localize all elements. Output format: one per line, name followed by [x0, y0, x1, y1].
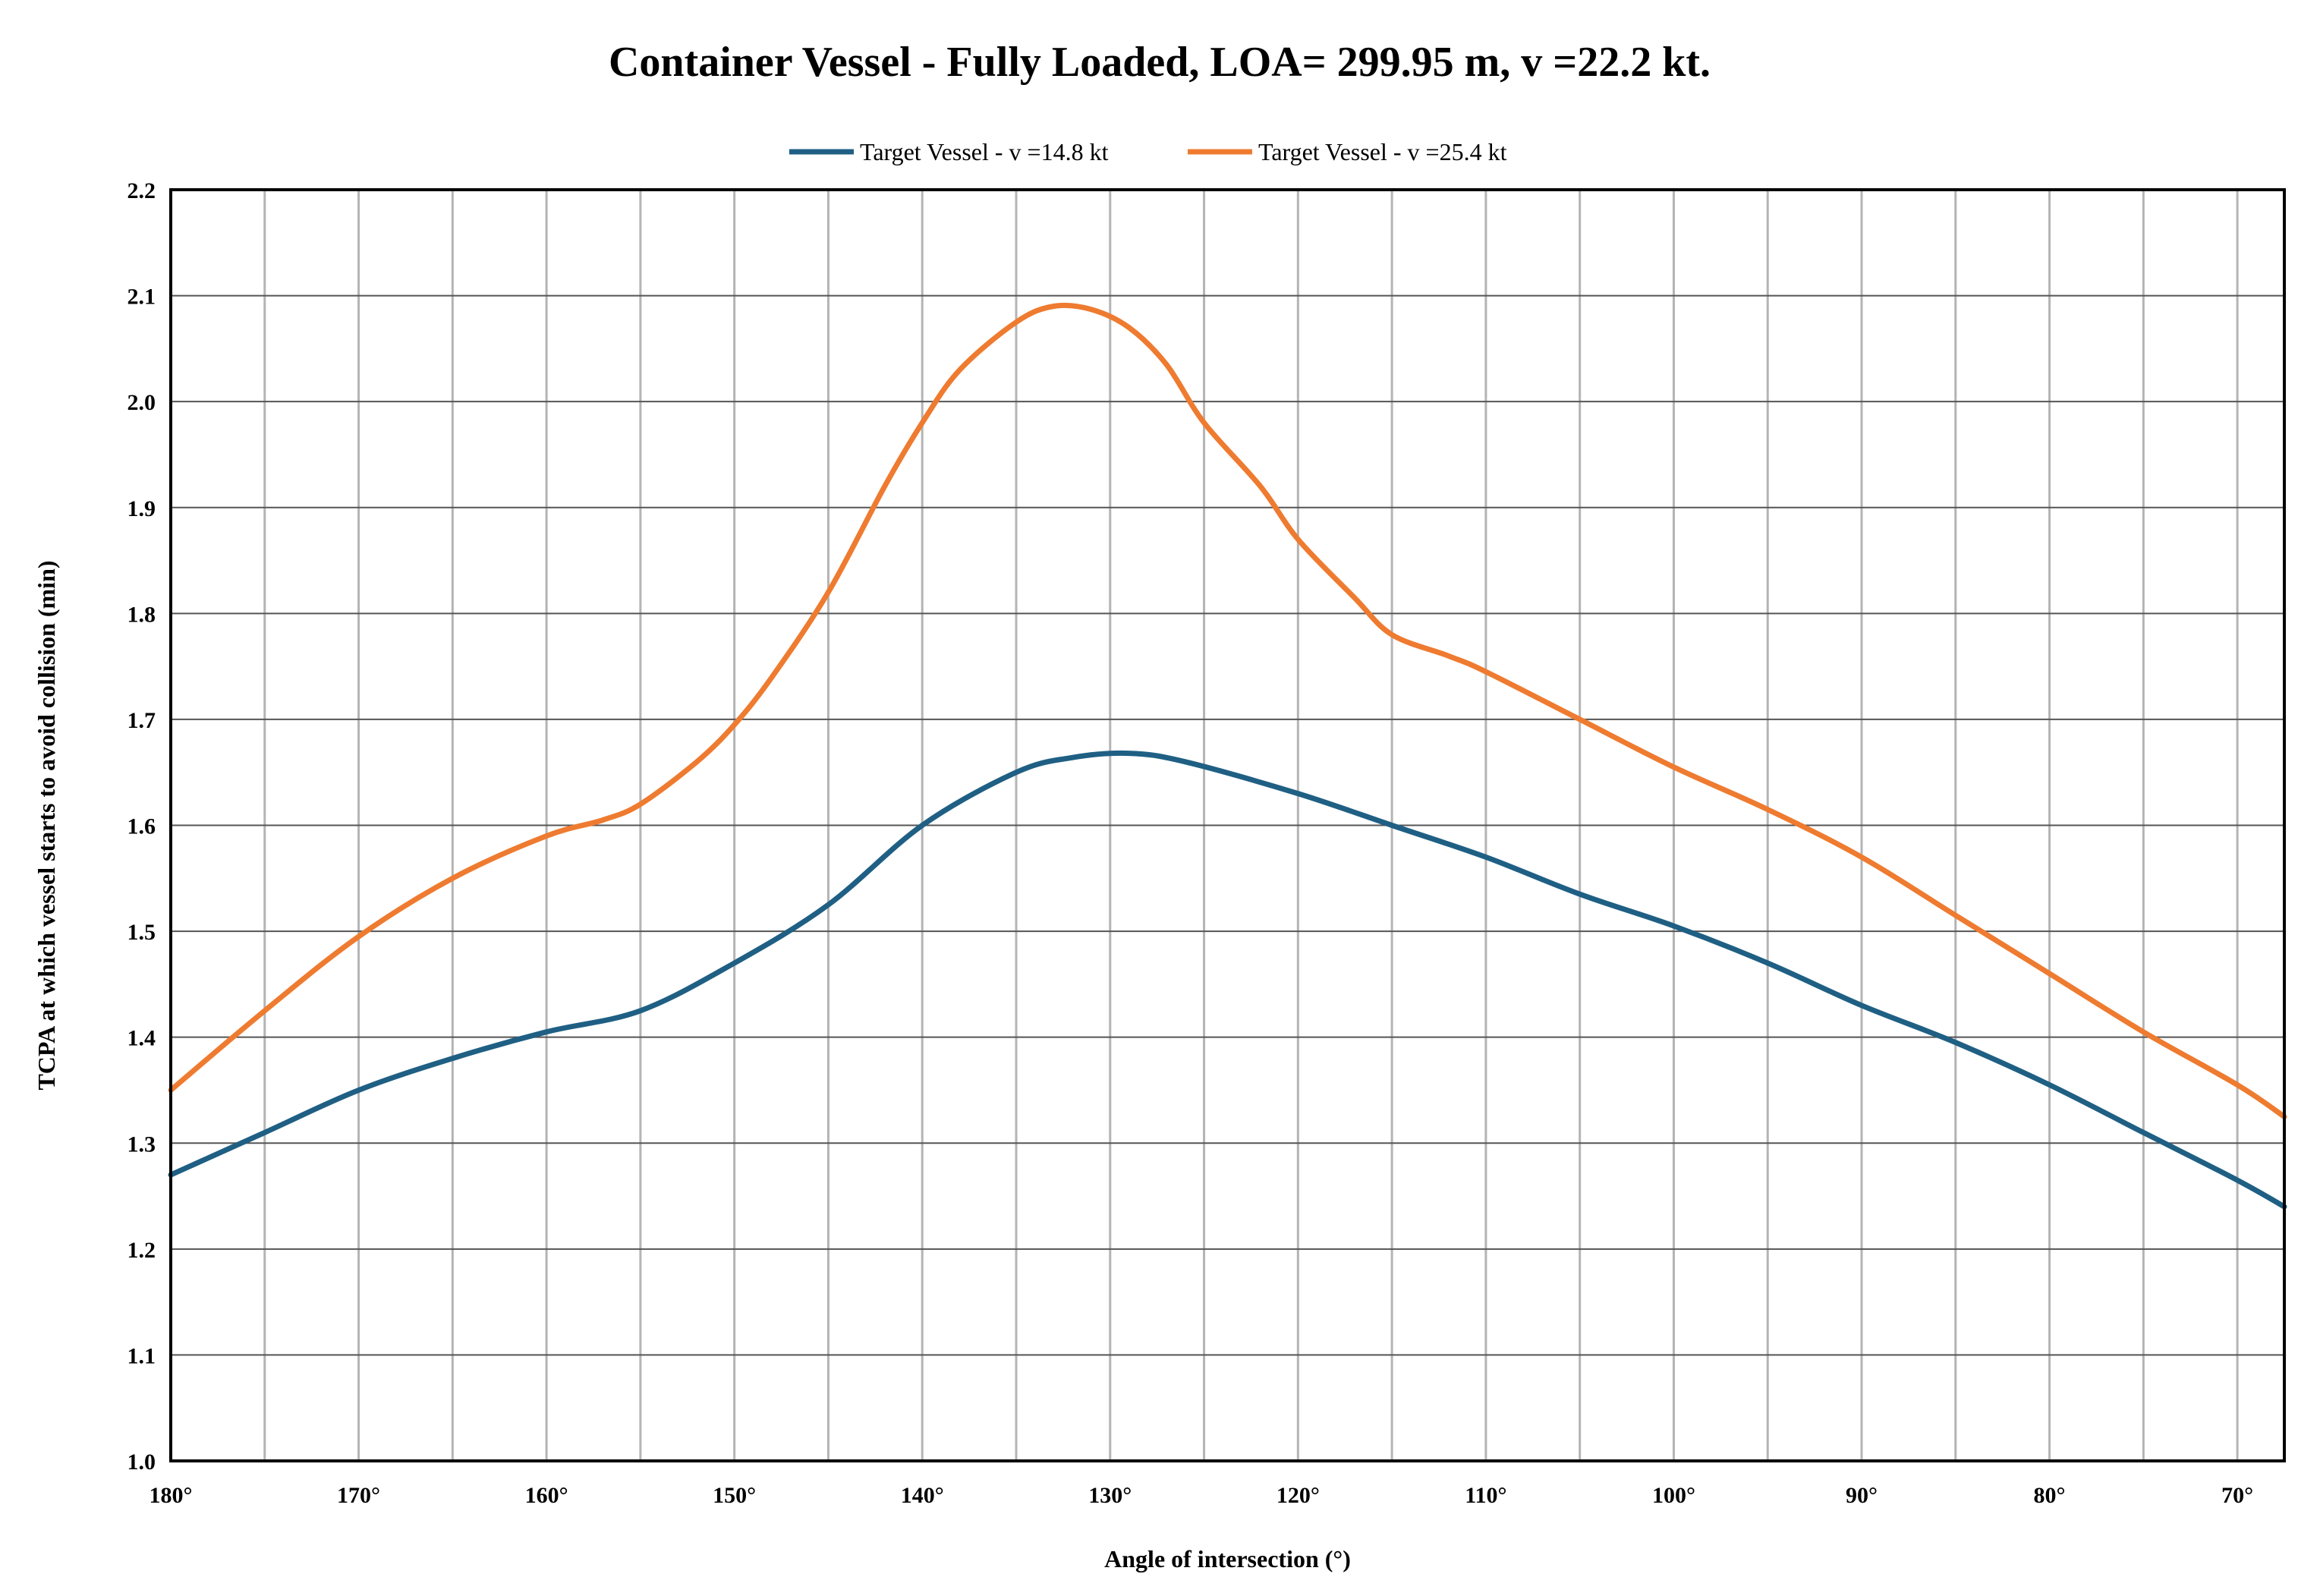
x-tick-label: 150° [713, 1483, 756, 1508]
legend: Target Vessel - v =14.8 kt Target Vessel… [789, 138, 1507, 165]
y-axis-ticks: 1.0 1.1 1.2 1.3 1.4 1.5 1.6 1.7 1.8 1.9 2.0 2.1 2.2 [127, 178, 156, 1475]
series-layer [168, 302, 2287, 1210]
y-tick-label: 1.2 [127, 1238, 156, 1263]
y-tick-label: 1.8 [127, 602, 156, 627]
y-tick-label: 1.9 [127, 496, 156, 521]
series-line-2 [168, 302, 2287, 1119]
y-tick-label: 1.7 [127, 708, 156, 733]
x-axis-label: Angle of intersection (°) [1104, 1545, 1351, 1572]
gridlines [171, 190, 2284, 1461]
x-tick-label: 90° [1846, 1483, 1878, 1508]
y-tick-label: 2.1 [127, 285, 156, 310]
legend-label-series-1: Target Vessel - v =14.8 kt [860, 138, 1109, 165]
x-tick-label: 80° [2034, 1483, 2066, 1508]
x-tick-label: 140° [901, 1483, 944, 1508]
x-tick-label: 170° [337, 1483, 380, 1508]
chart-title: Container Vessel - Fully Loaded, LOA= 29… [609, 39, 1711, 86]
x-tick-label: 70° [2221, 1483, 2253, 1508]
x-tick-label: 100° [1652, 1483, 1695, 1508]
plot-frame [169, 188, 2286, 1462]
series-line-1 [168, 750, 2287, 1210]
y-axis-label: TCPA at which vessel starts to avoid col… [33, 560, 60, 1090]
y-tick-label: 2.2 [127, 178, 156, 203]
y-tick-label: 1.1 [127, 1343, 156, 1368]
x-tick-label: 180° [150, 1483, 193, 1508]
legend-label-series-2: Target Vessel - v =25.4 kt [1258, 138, 1507, 165]
x-tick-label: 130° [1088, 1483, 1132, 1508]
x-tick-label: 110° [1465, 1483, 1506, 1508]
x-tick-label: 120° [1276, 1483, 1320, 1508]
y-tick-label: 2.0 [127, 390, 156, 415]
y-tick-label: 1.4 [127, 1026, 156, 1051]
y-tick-label: 1.6 [127, 814, 156, 839]
y-tick-label: 1.3 [127, 1132, 156, 1157]
x-tick-label: 160° [525, 1483, 568, 1508]
y-tick-label: 1.0 [127, 1450, 156, 1475]
x-axis-ticks: 180° 170° 160° 150° 140° 130° 120° 110° 100° 90° 8… [150, 1483, 2254, 1508]
y-tick-label: 1.5 [127, 920, 156, 945]
